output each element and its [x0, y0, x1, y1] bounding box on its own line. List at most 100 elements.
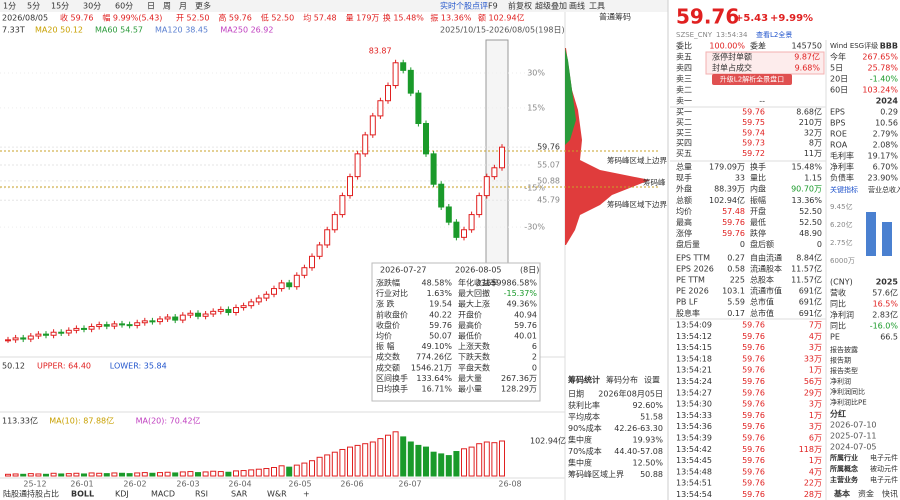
boll-legend: LOWER: 35.84 [110, 362, 167, 371]
candle [210, 310, 217, 315]
candle [309, 255, 315, 269]
period-tab[interactable]: 5分 [27, 2, 40, 11]
trade-time: 13:54:15 [676, 343, 712, 352]
profile-bottom-tab[interactable]: 快讯 [882, 489, 898, 499]
indicator-tab[interactable]: W&R [267, 490, 287, 499]
bid-volume: 8.68亿 [796, 107, 822, 117]
stat-label: 流通市值 [750, 286, 782, 296]
trade-time: 13:54:33 [676, 411, 712, 420]
stat-value: 33 [735, 174, 745, 183]
volume-bar [255, 468, 262, 477]
bid-price: 59.72 [742, 149, 765, 158]
candle [35, 333, 42, 337]
action-button[interactable]: 画线 [569, 1, 585, 11]
action-button[interactable]: 实时个股点评 [440, 1, 488, 11]
chip-stat-value: 12.50% [632, 459, 663, 468]
stat-label: 盘后额 [750, 239, 774, 249]
period-tab[interactable]: 月 [179, 2, 187, 11]
indicator-tab[interactable]: 陆股通持股占比 [3, 489, 59, 499]
indicator-tab[interactable]: + [303, 490, 310, 499]
profile-bottom-tab[interactable]: 资金 [858, 489, 874, 499]
interval-label: 收盘价 [376, 320, 400, 330]
quote-time: 13:54:34 [716, 31, 748, 39]
revenue-axis-label: 9.45亿 [830, 202, 853, 211]
volume-bar [73, 472, 80, 477]
action-button[interactable]: 前复权 [508, 1, 532, 11]
profile-tab[interactable]: 营业总收入 [868, 185, 900, 194]
chip-stats-tab[interactable]: 筹码统计 [568, 375, 600, 385]
period-tab[interactable]: 30分 [83, 2, 101, 11]
stat-value: 5.59 [727, 298, 745, 307]
interval-label: 涨跌幅 [376, 278, 400, 288]
period-tab[interactable]: 60分 [115, 2, 133, 11]
volume-bar [392, 431, 399, 477]
volume-bar [468, 446, 475, 477]
fin-label: 净利润 [830, 310, 854, 320]
candle [324, 229, 331, 246]
action-button[interactable]: 超级叠加 [535, 1, 567, 11]
interval-label: 成交额 [376, 362, 400, 372]
report-link[interactable]: 报告期 [830, 356, 851, 365]
order-ratio: 145750 [791, 42, 822, 51]
x-axis-label: 26-05 [288, 480, 311, 489]
period-tab[interactable]: 更多 [195, 1, 211, 11]
chip-upper: 筹码峰区域上边界 [607, 155, 667, 165]
chip-stats-tab[interactable]: 设置 [644, 375, 660, 385]
interval-label: 最大量 [458, 373, 482, 383]
return-label: 5日 [830, 64, 843, 73]
report-link[interactable]: 净利润同比 [830, 387, 865, 396]
candle [187, 312, 194, 316]
report-link[interactable]: 报告类型 [830, 366, 858, 375]
stat-label: PE 2026 [676, 287, 709, 296]
period-tab[interactable]: 周 [163, 2, 171, 11]
stat-value: 52.50 [799, 218, 822, 227]
profile-bottom-tab[interactable]: 基本 [833, 489, 850, 499]
report-link[interactable]: 净利润 [830, 377, 851, 386]
bid-price: 59.75 [742, 118, 765, 127]
profile-tab[interactable]: 关键指标 [830, 185, 858, 194]
indicator-tab[interactable]: MACD [151, 490, 175, 499]
indicator-tab[interactable]: KDJ [115, 490, 129, 499]
interval-value: 59.76 [429, 321, 452, 330]
ask-label: 卖一 [676, 97, 692, 106]
action-button[interactable]: 工具 [589, 2, 605, 11]
report-link[interactable]: 净利润比PE [830, 398, 867, 407]
upgrade-button-text[interactable]: 升级L2解析全景盘口 [720, 75, 784, 84]
volume-bar [35, 473, 42, 477]
interval-label: 平盘天数 [458, 362, 490, 372]
indicator-tab[interactable]: RSI [195, 490, 208, 499]
candle [58, 331, 65, 334]
volume-bar [157, 472, 163, 477]
info-item: 低 52.50 [261, 13, 294, 23]
indicator-tab[interactable]: SAR [231, 490, 248, 499]
trade-time: 13:54:09 [676, 321, 712, 330]
trade-price: 59.76 [742, 388, 765, 397]
period-tab[interactable]: 15分 [51, 2, 69, 11]
upgrade-button[interactable] [712, 74, 792, 85]
volume-bar [438, 453, 445, 477]
candle [164, 316, 171, 320]
trade-volume: 28万 [804, 490, 822, 499]
trade-volume: 1万 [809, 366, 822, 375]
report-link[interactable]: 报告披露 [830, 345, 858, 354]
metric-label: BPS [830, 119, 845, 128]
l2-link[interactable]: 查看L2全景 [756, 30, 792, 39]
fin-label: PE [830, 333, 840, 342]
action-button[interactable]: F9 [488, 2, 498, 11]
trade-volume: 56万 [804, 377, 822, 386]
trade-volume: 4万 [809, 332, 822, 341]
volume-bar [81, 473, 87, 477]
period-tab[interactable]: 1分 [3, 2, 16, 11]
candle [96, 324, 103, 328]
candle [278, 282, 285, 290]
candle [88, 326, 95, 330]
volume-bar [354, 444, 361, 477]
trade-price: 59.76 [742, 343, 765, 352]
period-tab[interactable]: 日 [147, 2, 155, 11]
chip-stat-value: 44.40-57.08 [614, 447, 663, 456]
candle [430, 153, 437, 185]
indicator-tab[interactable]: BOLL [71, 490, 94, 499]
chip-stats-tab[interactable]: 筹码分布 [606, 375, 638, 385]
volume-bar [210, 470, 217, 477]
bid-volume: 32万 [804, 128, 822, 137]
